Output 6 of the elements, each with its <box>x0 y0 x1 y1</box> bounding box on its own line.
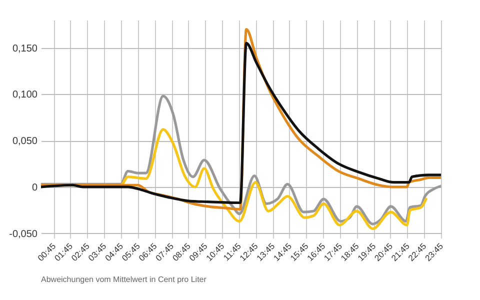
text: Abweichungen vom Mittelwert in Cent pro Liter <box>41 275 207 284</box>
y-tick-label: 0,100 <box>12 90 38 101</box>
y-tick-label: -0,050 <box>9 228 38 240</box>
y-tick-label: 0,050 <box>12 136 38 148</box>
y-tick-label: 0,150 <box>12 43 38 54</box>
y-tick-label: 0 <box>32 182 38 194</box>
